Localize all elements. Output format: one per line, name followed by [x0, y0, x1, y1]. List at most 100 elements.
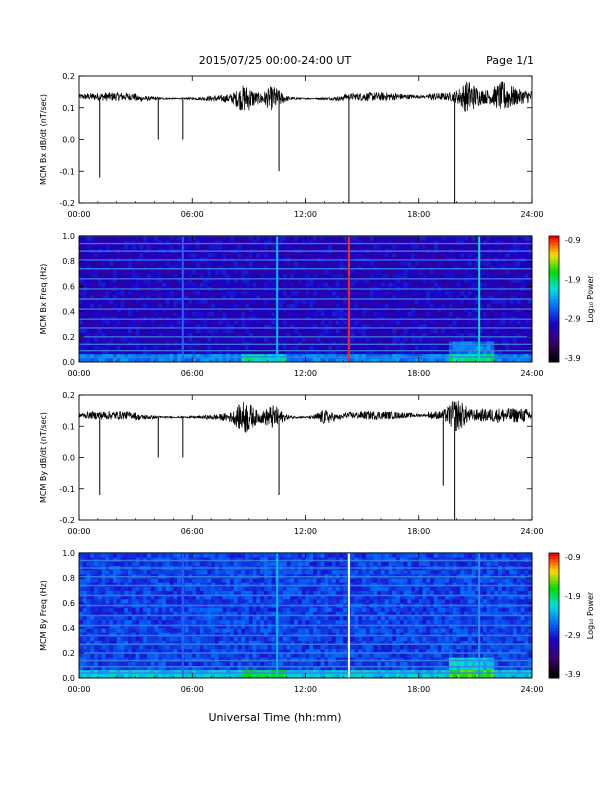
spectrogram-cell	[313, 311, 318, 317]
spectrogram-cell	[411, 336, 416, 342]
spectrogram-cell	[135, 328, 140, 334]
spectrogram-cell	[494, 328, 499, 334]
spectrogram-cell	[196, 341, 201, 346]
spectrogram-cell	[309, 328, 314, 334]
spectrogram-cell	[331, 290, 337, 296]
spectrogram-cell	[128, 653, 133, 658]
spectrogram-cell	[328, 299, 333, 304]
spectrogram-cell	[173, 673, 178, 679]
spectrogram-cell	[422, 320, 427, 325]
spectrogram-cell	[479, 252, 484, 258]
colorbar-step	[549, 358, 559, 363]
spectrogram-cell	[328, 290, 333, 296]
spectrogram-cell	[222, 236, 227, 241]
spectrogram-cell	[448, 294, 454, 300]
spectrogram-cell	[105, 315, 110, 321]
spectrogram-cell	[79, 636, 84, 641]
spectrogram-cell	[452, 353, 457, 359]
spectrogram-cell	[135, 299, 140, 304]
spectrogram-cell	[165, 582, 171, 587]
spectrogram-cell	[165, 236, 171, 241]
spectrogram-cell	[116, 661, 122, 666]
spectrogram-cell	[162, 290, 167, 296]
spectrogram-cell	[90, 328, 95, 334]
spectrogram-cell	[226, 328, 231, 334]
spectrogram-cell	[381, 357, 386, 363]
spectrogram-cell	[154, 294, 159, 300]
spectrogram-cell	[490, 244, 495, 250]
spectrogram-cell	[90, 673, 95, 679]
spectrogram-cell	[192, 673, 197, 679]
spectrogram-cell	[162, 615, 167, 621]
spectrogram-cell	[369, 328, 374, 334]
spectrogram-cell	[388, 336, 393, 342]
spectrogram-cell	[271, 278, 276, 283]
spectrogram-cell	[177, 590, 182, 596]
spectrogram-cell	[116, 294, 122, 300]
spectrogram-cell	[426, 349, 431, 355]
spectrogram-cell	[214, 607, 220, 612]
spectrogram-cell	[422, 332, 427, 338]
spectrogram-cell	[377, 240, 382, 245]
spectrogram-cell	[362, 341, 367, 346]
spectrogram-cell	[86, 332, 91, 338]
spectrogram-cell	[109, 349, 114, 355]
spectrogram-cell	[135, 557, 140, 562]
spectrogram-cell	[513, 328, 518, 334]
spectrogram-cell	[207, 294, 212, 300]
spectrogram-cell	[430, 324, 435, 329]
spectrogram-cell	[112, 657, 118, 662]
spectrogram-cell	[94, 611, 99, 616]
spectrogram-cell	[196, 273, 201, 279]
spectrogram-cell	[241, 315, 246, 321]
spectrogram-cell	[154, 640, 159, 646]
spectrogram-cell	[158, 653, 163, 658]
spectrogram-cell	[97, 303, 103, 308]
spectrogram-cell	[184, 598, 189, 604]
spectrogram-cell	[328, 261, 333, 266]
spectrogram-cell	[120, 669, 125, 675]
spectrogram-cell	[218, 615, 223, 621]
spectrogram-cell	[422, 345, 427, 350]
spectrogram-cell	[486, 240, 491, 245]
spectrogram-cell	[313, 265, 318, 271]
spectrogram-cell	[124, 311, 129, 317]
spectrogram-cell	[373, 290, 378, 296]
spectrogram-cell	[150, 594, 155, 600]
spectrogram-cell	[120, 299, 125, 304]
spectrogram-cell	[490, 353, 495, 359]
spectrogram-cell	[339, 244, 344, 250]
spectrogram-cell	[418, 336, 424, 342]
spectrogram-cell	[199, 294, 205, 300]
spectrogram-cell	[79, 290, 84, 296]
spectrogram-cell	[362, 282, 367, 287]
spectrogram-cell	[150, 653, 155, 658]
spectrogram-cell	[120, 619, 125, 625]
spectrogram-cell	[139, 598, 144, 604]
spectrogram-cell	[279, 261, 284, 266]
spectrogram-cell	[90, 273, 95, 279]
spectrogram-cell	[188, 269, 193, 275]
spectrogram-cell	[475, 336, 480, 342]
spectrogram-cell	[407, 345, 412, 350]
spectrogram-cell	[184, 561, 189, 566]
spectrogram-cell	[365, 240, 371, 245]
spectrogram-cell	[498, 341, 503, 346]
spectrogram-cell	[426, 332, 431, 338]
spectrogram-cell	[105, 299, 110, 304]
spectrogram-cell	[177, 615, 182, 621]
spectrogram-cell	[218, 290, 223, 296]
spectrogram-cell	[94, 636, 99, 641]
spectrogram-cell	[150, 673, 155, 679]
spectrogram-cell	[482, 278, 488, 283]
spectrogram-cell	[150, 665, 155, 671]
spectrogram-cell	[490, 261, 495, 266]
spectrogram-cell	[309, 341, 314, 346]
spectrogram-cell	[162, 553, 167, 558]
spectrogram-cell	[139, 290, 144, 296]
spectrogram-cell	[218, 586, 223, 591]
spectrogram-cell	[165, 661, 171, 666]
spectrogram-cell	[373, 349, 378, 355]
spectrogram-cell	[256, 290, 261, 296]
spectrogram-cell	[494, 265, 499, 271]
